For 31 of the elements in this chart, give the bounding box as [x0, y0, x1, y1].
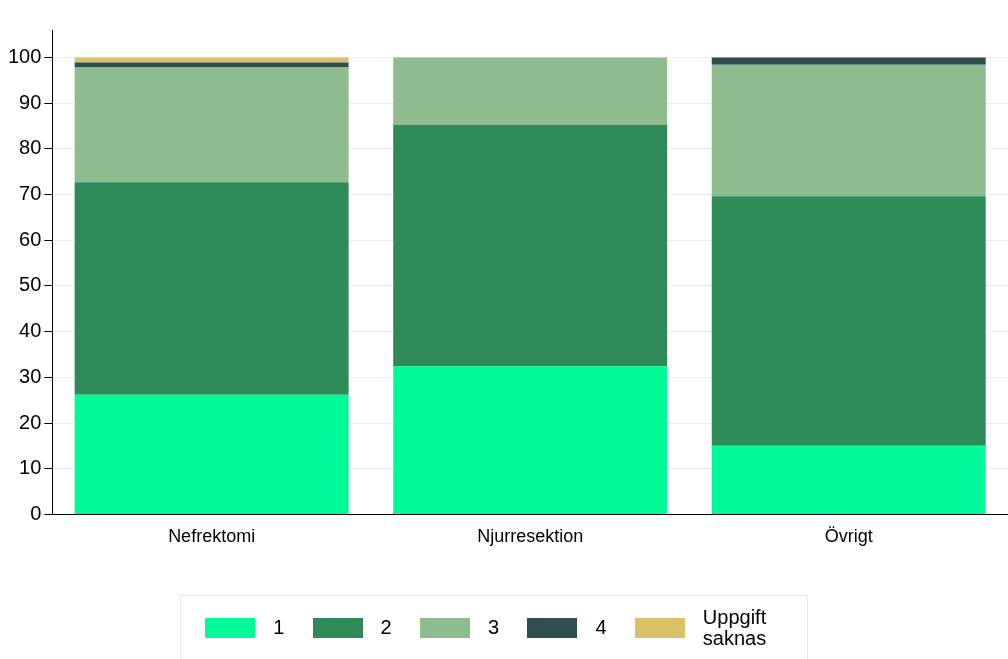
y-tick-label: 70 [19, 182, 42, 205]
y-tick-label: 40 [19, 319, 42, 342]
bar [74, 62, 349, 68]
bar [393, 125, 668, 367]
y-tick-label: 80 [19, 136, 42, 159]
bar [711, 196, 986, 446]
bar [74, 57, 349, 63]
bar [74, 394, 349, 514]
y-tick-label: 10 [19, 456, 42, 479]
x-tick-label: Njurresektion [477, 526, 584, 547]
y-tick-label: 100 [7, 44, 42, 67]
legend-label: 2 [380, 616, 392, 638]
x-tick-label: Nefrektomi [168, 526, 256, 547]
legend-label: 3 [487, 616, 500, 638]
legend-label: 1 [273, 616, 285, 638]
bar [393, 57, 668, 126]
bar [74, 67, 349, 183]
y-tick-label: 50 [19, 273, 42, 296]
bar [393, 366, 668, 514]
legend-label: Uppgift saknas [702, 605, 768, 649]
y-tick-label: 30 [19, 364, 42, 387]
bar [711, 57, 986, 65]
x-tick-label: Övrigt [824, 526, 873, 547]
y-tick-label: 90 [19, 90, 42, 113]
y-tick-label: 60 [19, 227, 42, 250]
legend-label: 4 [595, 616, 607, 638]
bar [711, 64, 986, 197]
bar [74, 182, 349, 395]
y-tick-label: 0 [30, 501, 42, 524]
y-tick-label: 20 [19, 410, 42, 433]
bar [711, 445, 986, 514]
